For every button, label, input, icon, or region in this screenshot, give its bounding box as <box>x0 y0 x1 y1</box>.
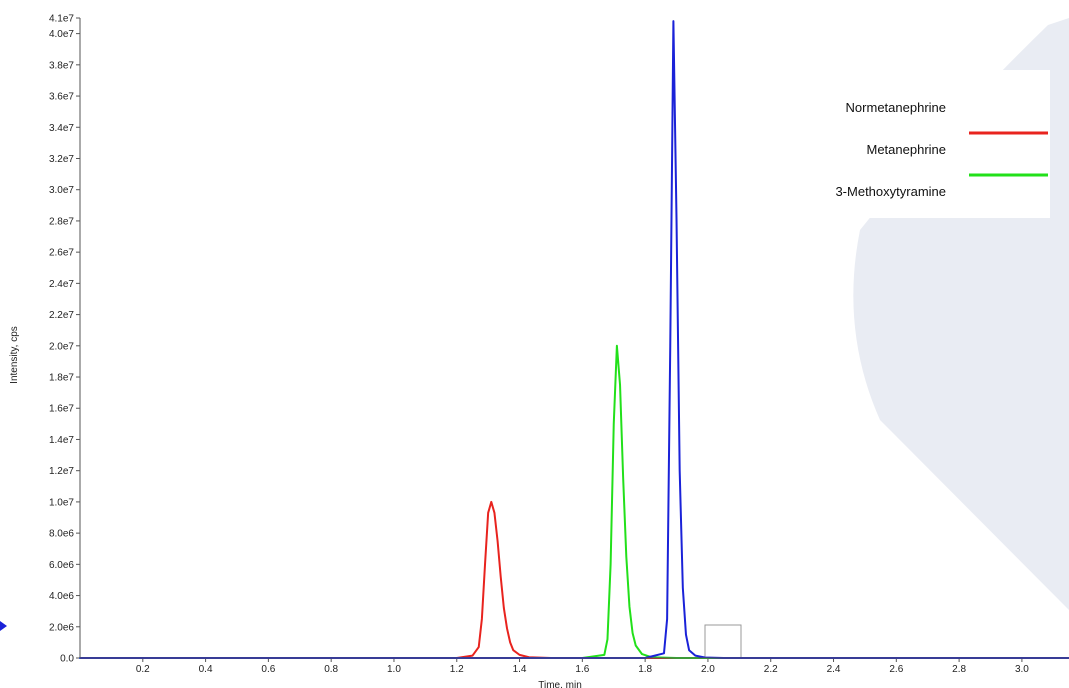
x-tick-label: 0.8 <box>324 664 338 675</box>
x-tick-label: 3.0 <box>1015 664 1029 675</box>
x-tick-label: 1.4 <box>513 664 527 675</box>
y-tick-label: 4.0e6 <box>49 591 74 602</box>
y-tick-label: 3.4e7 <box>49 123 74 134</box>
y-tick-label: 1.0e7 <box>49 497 74 508</box>
y-tick-label: 2.6e7 <box>49 248 74 259</box>
x-tick-label: 2.8 <box>952 664 966 675</box>
selection-box[interactable] <box>704 624 742 659</box>
tick-labels: 0.0 2.0e6 4.0e6 6.0e6 8.0e6 1.0e7 1.2e7 1.4e7 1.… <box>49 14 1029 676</box>
x-tick-label: 0.4 <box>199 664 213 675</box>
y-tick-label: 3.0e7 <box>49 185 74 196</box>
series-line-3-methoxytyramine <box>79 20 1069 659</box>
y-tick-label: 0.0 <box>60 654 74 665</box>
y-tick-label: 1.4e7 <box>49 435 74 446</box>
series-line-normetanephrine <box>392 500 1069 659</box>
y-tick-label: 2.8e7 <box>49 216 74 227</box>
series-line-metanephrine <box>79 344 1069 659</box>
x-tick-label: 0.2 <box>136 664 150 675</box>
y-tick-label: 2.0e6 <box>49 622 74 633</box>
y-tick-label: 1.8e7 <box>49 373 74 384</box>
x-tick-label: 2.0 <box>701 664 715 675</box>
y-tick-label: 3.2e7 <box>49 154 74 165</box>
x-axis-label: Time, min <box>538 680 582 688</box>
y-axis-label: Intensity, cps <box>9 326 20 384</box>
legend-background <box>782 70 1050 218</box>
y-tick-label: 6.0e6 <box>49 560 74 571</box>
legend-label-metanephrine: Metanephrine <box>867 142 947 157</box>
legend: Normetanephrine Metanephrine 3-Methoxyty… <box>835 100 1048 199</box>
series-lines <box>79 20 1069 659</box>
x-tick-label: 1.6 <box>575 664 589 675</box>
x-tick-label: 1.8 <box>638 664 652 675</box>
x-tick-label: 0.6 <box>261 664 275 675</box>
x-tick-label: 2.4 <box>827 664 841 675</box>
y-tick-label: 1.6e7 <box>49 404 74 415</box>
x-tick-label: 1.2 <box>450 664 464 675</box>
y-tick-label: 3.6e7 <box>49 92 74 103</box>
tick-marks <box>76 17 1023 662</box>
x-tick-label: 2.6 <box>889 664 903 675</box>
y-tick-label: 2.4e7 <box>49 279 74 290</box>
y-tick-label: 3.8e7 <box>49 60 74 71</box>
x-tick-label: 2.2 <box>764 664 778 675</box>
y-tick-label: 8.0e6 <box>49 529 74 540</box>
y-axis-marker-icon[interactable] <box>0 621 7 631</box>
y-tick-label: 2.0e7 <box>49 341 74 352</box>
y-tick-label: 4.1e7 <box>49 14 74 25</box>
y-tick-label: 4.0e7 <box>49 29 74 40</box>
legend-label-3-methoxytyramine: 3-Methoxytyramine <box>835 184 946 199</box>
x-tick-label: 1.0 <box>387 664 401 675</box>
legend-label-normetanephrine: Normetanephrine <box>846 100 946 115</box>
y-tick-label: 1.2e7 <box>49 466 74 477</box>
y-tick-label: 2.2e7 <box>49 310 74 321</box>
